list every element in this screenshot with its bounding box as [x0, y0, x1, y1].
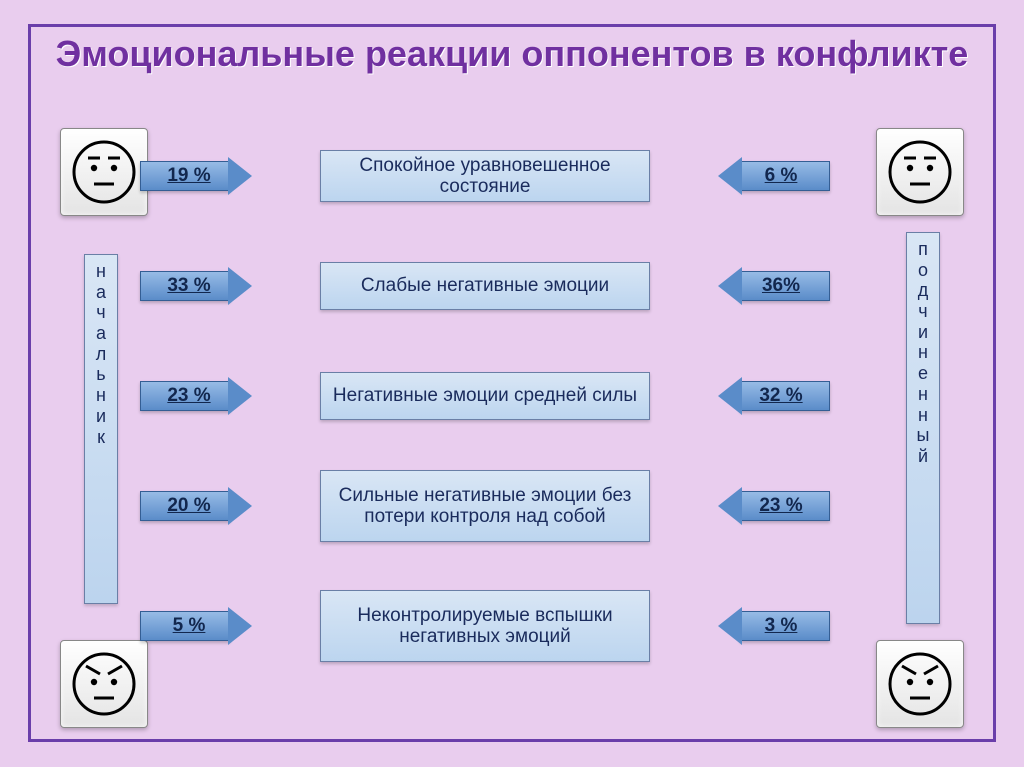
face-top-right: [876, 128, 964, 216]
arrow-left-icon: 6 %: [718, 157, 830, 195]
role-label-right: подчиненный: [906, 232, 940, 624]
reaction-label: Слабые негативные эмоции: [320, 262, 650, 310]
face-top-left: [60, 128, 148, 216]
reaction-row: 19 % Спокойное уравновешенное состояние …: [140, 138, 830, 214]
face-bottom-left: [60, 640, 148, 728]
reaction-label: Спокойное уравновешенное состояние: [320, 150, 650, 203]
neutral-face-icon: [884, 136, 956, 208]
reaction-row: 20 % Сильные негативные эмоции без потер…: [140, 468, 830, 544]
angry-face-icon: [68, 648, 140, 720]
pct-left: 19 %: [167, 165, 210, 187]
face-bottom-right: [876, 640, 964, 728]
pct-left: 23 %: [167, 385, 210, 407]
reaction-row: 33 % Слабые негативные эмоции 36%: [140, 248, 830, 324]
arrow-left-icon: 3 %: [718, 607, 830, 645]
neutral-face-icon: [68, 136, 140, 208]
pct-left: 20 %: [167, 495, 210, 517]
pct-right: 3 %: [765, 615, 798, 637]
arrow-right-icon: 19 %: [140, 157, 252, 195]
arrow-right-icon: 23 %: [140, 377, 252, 415]
role-label-left: начальник: [84, 254, 118, 604]
angry-face-icon: [884, 648, 956, 720]
pct-right: 32 %: [759, 385, 802, 407]
arrow-right-icon: 33 %: [140, 267, 252, 305]
reaction-label: Сильные негативные эмоции без потери кон…: [320, 470, 650, 542]
page-title: Эмоциональные реакции оппонентов в конфл…: [31, 27, 993, 76]
pct-left: 5 %: [173, 615, 206, 637]
arrow-left-icon: 23 %: [718, 487, 830, 525]
pct-right: 36%: [762, 275, 800, 297]
arrow-right-icon: 5 %: [140, 607, 252, 645]
arrow-left-icon: 36%: [718, 267, 830, 305]
reaction-row: 5 % Неконтролируемые вспышки негативных …: [140, 588, 830, 664]
pct-left: 33 %: [167, 275, 210, 297]
pct-right: 23 %: [759, 495, 802, 517]
arrow-right-icon: 20 %: [140, 487, 252, 525]
pct-right: 6 %: [765, 165, 798, 187]
reaction-label: Негативные эмоции средней силы: [320, 372, 650, 420]
reaction-row: 23 % Негативные эмоции средней силы 32 %: [140, 358, 830, 434]
arrow-left-icon: 32 %: [718, 377, 830, 415]
reaction-label: Неконтролируемые вспышки негативных эмоц…: [320, 590, 650, 662]
